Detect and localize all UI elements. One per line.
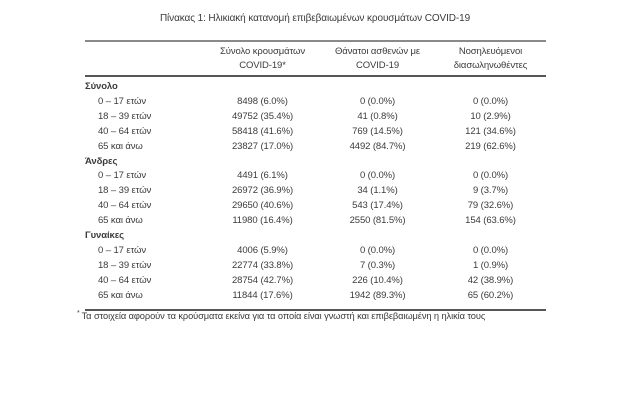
- age-group-label: 40 – 64 ετών: [98, 125, 152, 137]
- cases-cell: 4491 (6.1%): [237, 170, 288, 182]
- cases-cell: 22774 (33.8%): [231, 259, 294, 271]
- cases-cell: 4006 (5.9%): [237, 244, 288, 256]
- empty-cell: [205, 155, 320, 170]
- empty-cell: [320, 76, 435, 95]
- deaths-cell: 0 (0.0%): [359, 170, 396, 182]
- column-header-deaths: Θάνατοι ασθενών με COVID-19: [320, 41, 435, 77]
- age-group-label: 40 – 64 ετών: [98, 200, 152, 212]
- section-row-women: Γυναίκες: [85, 229, 546, 244]
- table-row: 18 – 39 ετών 22774 (33.8%) 7 (0.3%) 1 (0…: [85, 259, 546, 274]
- column-header-deaths-line2: COVID-19: [355, 59, 400, 71]
- intubated-cell: 0 (0.0%): [472, 95, 509, 107]
- table-row: 18 – 39 ετών 26972 (36.9%) 34 (1.1%) 9 (…: [85, 184, 546, 199]
- column-header-intubated-line1: Νοσηλευόμενοι: [458, 46, 523, 57]
- age-group-label: 65 και άνω: [98, 215, 143, 227]
- empty-cell: [435, 155, 546, 170]
- empty-cell: [205, 229, 320, 244]
- age-group-label: 65 και άνω: [98, 140, 143, 152]
- deaths-cell: 226 (10.4%): [352, 274, 403, 286]
- cases-cell: 29650 (40.6%): [231, 200, 294, 212]
- intubated-cell: 1 (0.9%): [472, 259, 509, 271]
- cases-cell: 11980 (16.4%): [232, 215, 293, 227]
- cases-cell: 28754 (42.7%): [231, 274, 294, 286]
- column-header-cases-line2: COVID-19*: [239, 59, 286, 71]
- intubated-cell: 79 (32.6%): [467, 200, 514, 212]
- cases-cell: 49752 (35.4%): [231, 110, 294, 122]
- intubated-cell: 0 (0.0%): [472, 170, 509, 182]
- cases-cell: 23827 (17.0%): [231, 140, 294, 152]
- deaths-cell: 41 (0.8%): [357, 110, 398, 122]
- column-header-intubated-line2: διασωληνωθέντες: [453, 59, 528, 71]
- column-header-empty: [85, 41, 205, 77]
- section-row-total: Σύνολο: [85, 76, 546, 95]
- age-group-label: 18 – 39 ετών: [98, 259, 152, 271]
- deaths-cell: 769 (14.5%): [352, 125, 403, 137]
- age-group-label: 18 – 39 ετών: [98, 185, 152, 197]
- deaths-cell: 4492 (84.7%): [349, 140, 406, 152]
- table-body: Σύνολο 0 – 17 ετών 8498 (6.0%) 0 (0.0%) …: [85, 76, 546, 310]
- page-title: Πίνακας 1: Ηλικιακή κατανομή επιβεβαιωμέ…: [159, 13, 471, 24]
- intubated-cell: 9 (3.7%): [472, 185, 509, 197]
- footnote-asterisk: *: [77, 310, 80, 317]
- table-row: 65 και άνω 11980 (16.4%) 2550 (81.5%) 15…: [85, 214, 546, 229]
- deaths-cell: 1942 (89.3%): [349, 289, 406, 301]
- empty-cell: [435, 229, 546, 244]
- intubated-cell: 10 (2.9%): [470, 110, 511, 122]
- deaths-cell: 543 (17.4%): [352, 200, 403, 212]
- empty-cell: [320, 155, 435, 170]
- deaths-cell: 0 (0.0%): [359, 244, 396, 256]
- cases-cell: 58418 (41.6%): [231, 125, 294, 137]
- section-label: Γυναίκες: [85, 230, 124, 242]
- age-group-label: 18 – 39 ετών: [98, 110, 152, 122]
- intubated-cell: 42 (38.9%): [467, 274, 514, 286]
- intubated-cell: 219 (62.6%): [465, 140, 516, 152]
- age-group-label: 0 – 17 ετών: [98, 170, 146, 182]
- covid-age-distribution-table: Σύνολο κρουσμάτων COVID-19* Θάνατοι ασθε…: [85, 40, 546, 311]
- empty-cell: [435, 76, 546, 95]
- table-row: 65 και άνω 23827 (17.0%) 4492 (84.7%) 21…: [85, 140, 546, 155]
- empty-cell: [320, 229, 435, 244]
- deaths-cell: 7 (0.3%): [359, 259, 396, 271]
- age-group-label: 40 – 64 ετών: [98, 274, 152, 286]
- section-row-men: Άνδρες: [85, 155, 546, 170]
- age-group-label: 0 – 17 ετών: [98, 95, 146, 107]
- column-header-cases: Σύνολο κρουσμάτων COVID-19*: [205, 41, 320, 77]
- intubated-cell: 121 (34.6%): [465, 125, 516, 137]
- cases-cell: 8498 (6.0%): [237, 95, 288, 107]
- deaths-cell: 34 (1.1%): [357, 185, 398, 197]
- table-row: 40 – 64 ετών 29650 (40.6%) 543 (17.4%) 7…: [85, 199, 546, 214]
- cases-cell: 11844 (17.6%): [232, 289, 293, 301]
- table-row: 40 – 64 ετών 28754 (42.7%) 226 (10.4%) 4…: [85, 274, 546, 289]
- table-row: 65 και άνω 11844 (17.6%) 1942 (89.3%) 65…: [85, 289, 546, 310]
- table-row: 18 – 39 ετών 49752 (35.4%) 41 (0.8%) 10 …: [85, 110, 546, 125]
- column-header-intubated: Νοσηλευόμενοι διασωληνωθέντες: [435, 41, 546, 77]
- intubated-cell: 0 (0.0%): [472, 244, 509, 256]
- footnote: * Τα στοιχεία αφορούν τα κρούσματα εκείνα…: [77, 310, 562, 321]
- empty-cell: [205, 76, 320, 95]
- intubated-cell: 154 (63.6%): [465, 215, 516, 227]
- table-row: 40 – 64 ετών 58418 (41.6%) 769 (14.5%) 1…: [85, 125, 546, 140]
- deaths-cell: 0 (0.0%): [359, 95, 396, 107]
- column-header-cases-line1: Σύνολο κρουσμάτων: [220, 46, 305, 57]
- age-group-label: 0 – 17 ετών: [98, 244, 146, 256]
- column-header-deaths-line1: Θάνατοι ασθενών με: [334, 46, 421, 57]
- deaths-cell: 2550 (81.5%): [349, 215, 406, 227]
- age-group-label: 65 και άνω: [98, 289, 143, 301]
- table-row: 0 – 17 ετών 4006 (5.9%) 0 (0.0%) 0 (0.0%…: [85, 244, 546, 259]
- section-label: Σύνολο: [85, 81, 118, 92]
- table-header: Σύνολο κρουσμάτων COVID-19* Θάνατοι ασθε…: [85, 41, 546, 77]
- cases-cell: 26972 (36.9%): [231, 185, 294, 197]
- table-row: 0 – 17 ετών 8498 (6.0%) 0 (0.0%) 0 (0.0%…: [85, 95, 546, 110]
- section-label: Άνδρες: [85, 155, 118, 167]
- table-row: 0 – 17 ετών 4491 (6.1%) 0 (0.0%) 0 (0.0%…: [85, 169, 546, 184]
- intubated-cell: 65 (60.2%): [467, 289, 514, 301]
- footnote-text: Τα στοιχεία αφορούν τα κρούσματα εκείνα …: [81, 311, 486, 322]
